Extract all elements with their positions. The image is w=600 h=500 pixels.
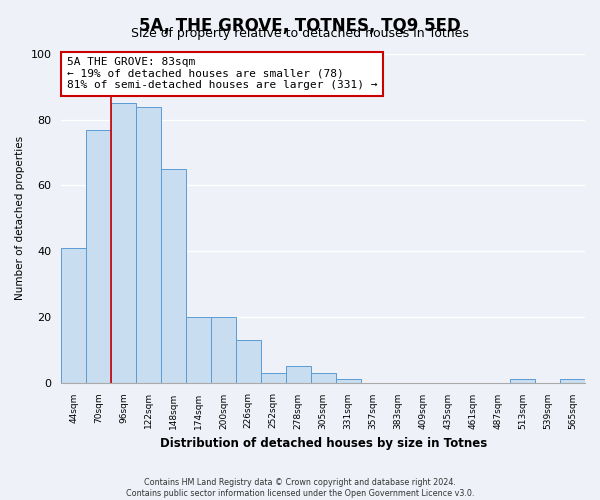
Bar (510, 380, 535, 382)
Bar (161, 169, 186, 382)
Bar (311, 372, 335, 382)
Text: 5A, THE GROVE, TOTNES, TQ9 5ED: 5A, THE GROVE, TOTNES, TQ9 5ED (139, 18, 461, 36)
Bar (211, 317, 236, 382)
Bar (186, 317, 211, 382)
Bar (86, 130, 111, 382)
Y-axis label: Number of detached properties: Number of detached properties (15, 136, 25, 300)
Bar (111, 104, 136, 382)
Text: Size of property relative to detached houses in Totnes: Size of property relative to detached ho… (131, 28, 469, 40)
Text: Contains HM Land Registry data © Crown copyright and database right 2024.
Contai: Contains HM Land Registry data © Crown c… (126, 478, 474, 498)
Bar (136, 106, 161, 382)
Bar (286, 366, 311, 382)
Bar (335, 380, 361, 382)
Bar (560, 380, 585, 382)
Bar (236, 340, 261, 382)
Bar (61, 248, 86, 382)
Text: 5A THE GROVE: 83sqm
← 19% of detached houses are smaller (78)
81% of semi-detach: 5A THE GROVE: 83sqm ← 19% of detached ho… (67, 58, 377, 90)
X-axis label: Distribution of detached houses by size in Totnes: Distribution of detached houses by size … (160, 437, 487, 450)
Bar (261, 372, 286, 382)
